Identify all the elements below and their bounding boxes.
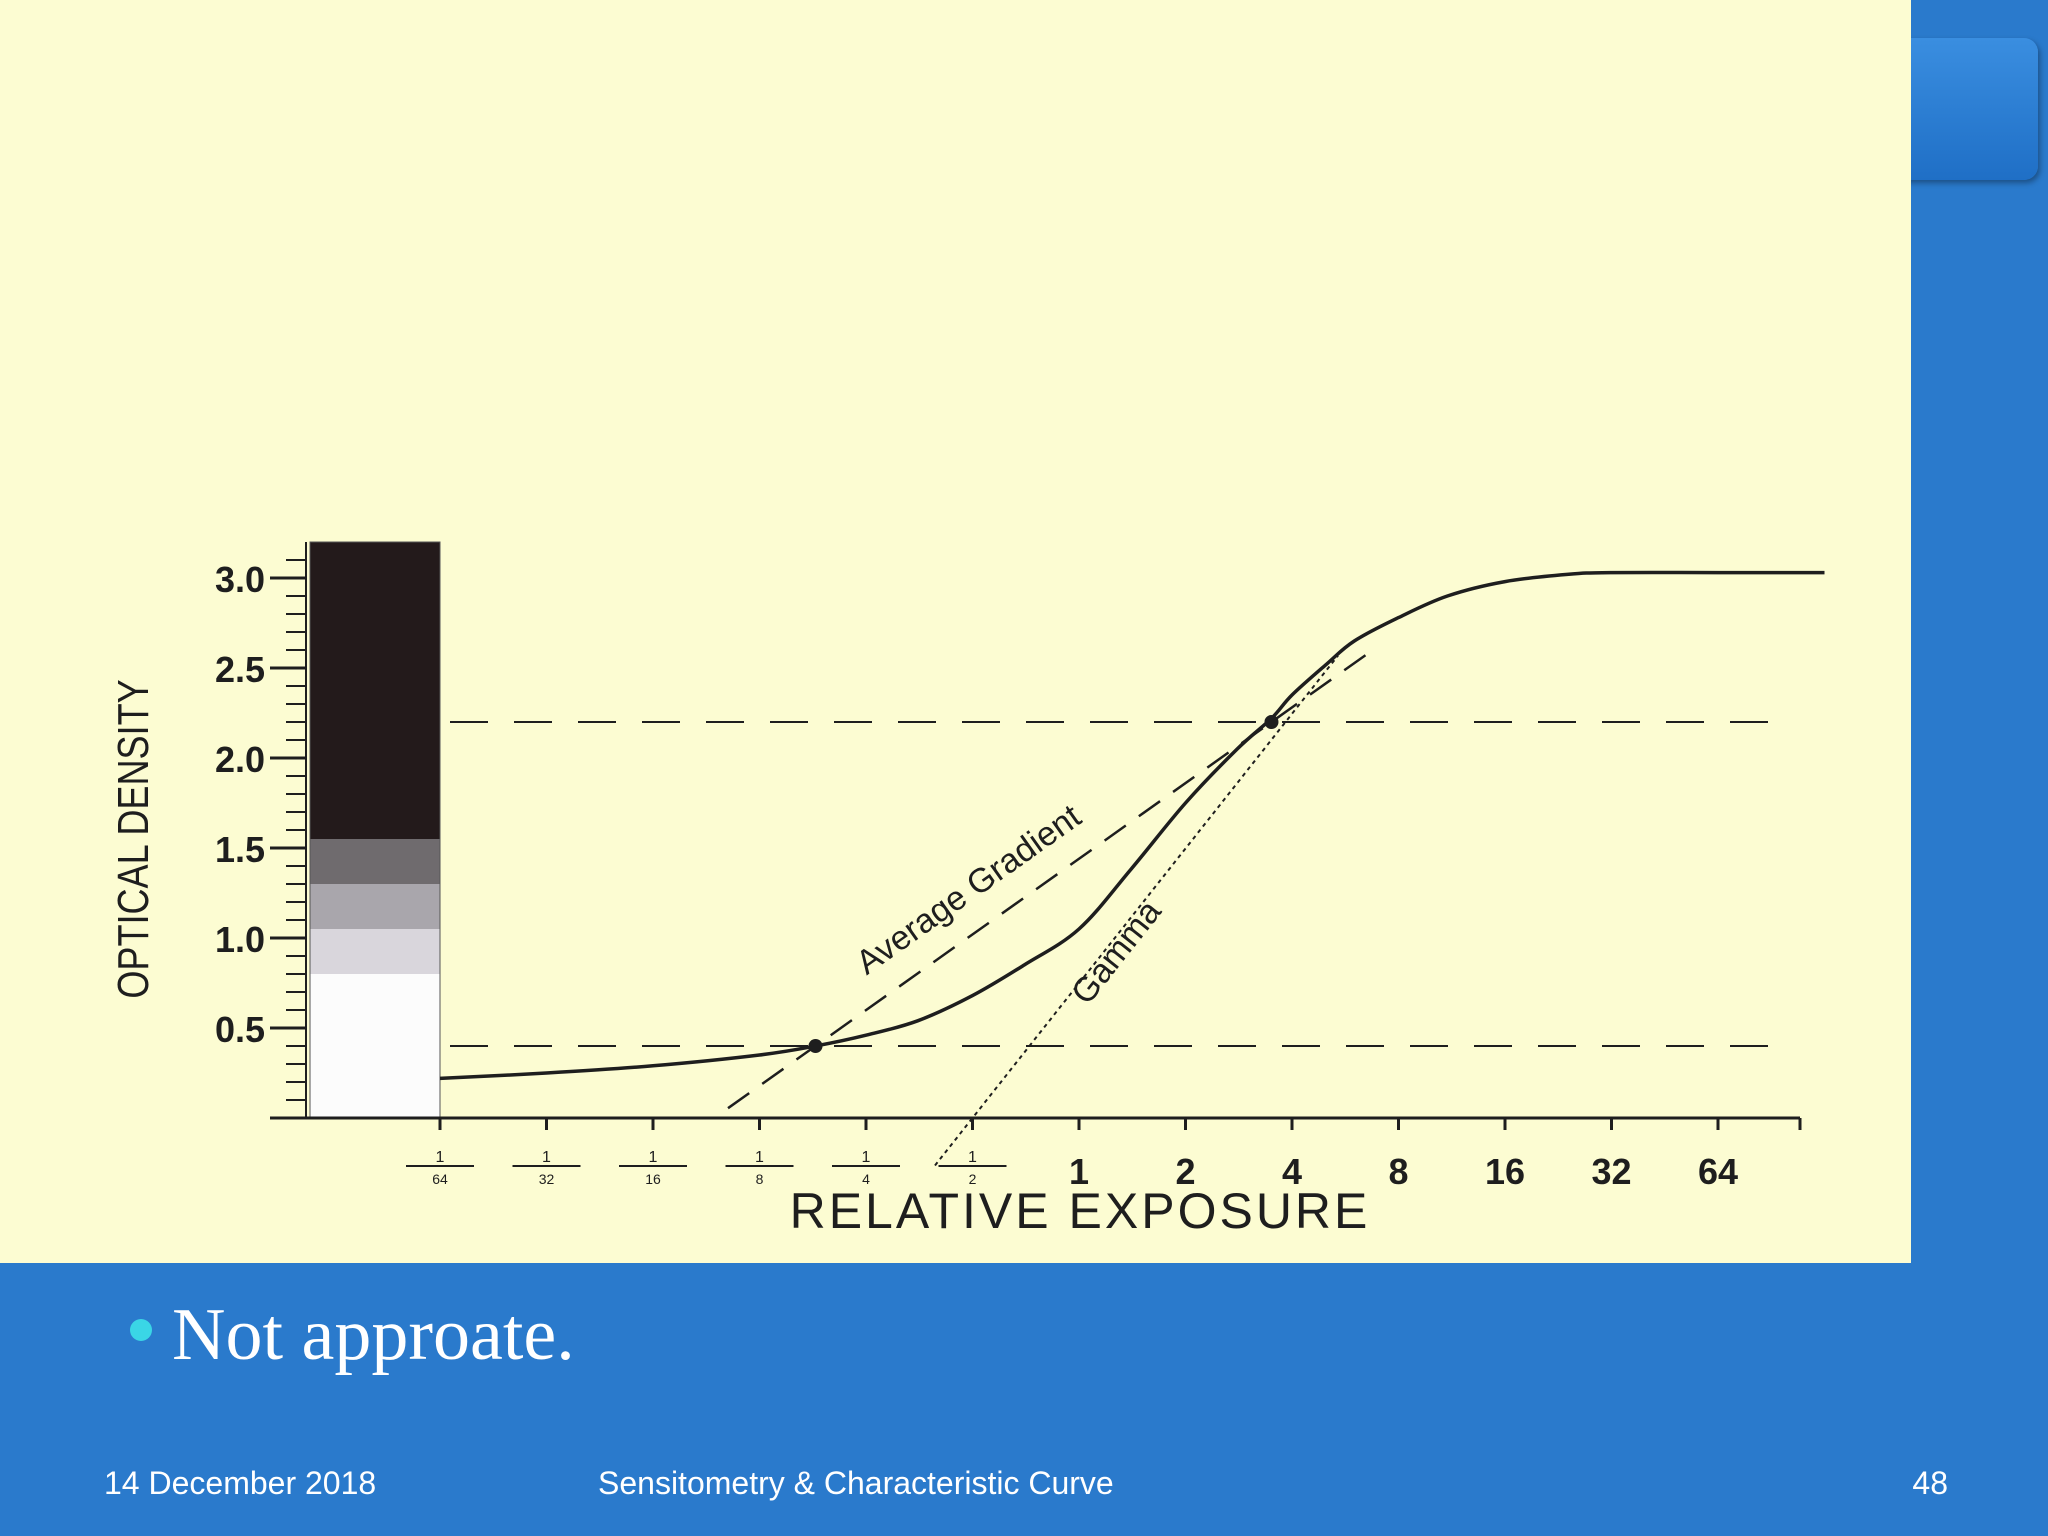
y-tick-label: 1.5: [215, 829, 265, 870]
bullet-dot-icon: [130, 1319, 152, 1341]
characteristic-curve: [439, 570, 1825, 1081]
y-tick-label: 0.5: [215, 1009, 265, 1050]
x-tick-label-numerator: 1: [542, 1149, 551, 1166]
x-tick-label: 8: [1388, 1151, 1408, 1192]
x-tick-label: 4: [1282, 1151, 1302, 1192]
page-number: 48: [1912, 1465, 1948, 1501]
marked-point-1: [1264, 715, 1279, 729]
y-tick-label: 2.5: [215, 649, 265, 690]
step-wedge-segment-1: [310, 929, 440, 974]
step-wedge-segment-0: [310, 974, 440, 1118]
x-tick-label: 2: [1175, 1151, 1195, 1192]
footer-date: 14 December 2018: [104, 1465, 377, 1501]
x-tick-label-denominator: 2: [969, 1171, 977, 1187]
x-tick-label-numerator: 1: [968, 1149, 977, 1166]
y-tick-label: 1.0: [215, 919, 265, 960]
y-tick-label: 3.0: [215, 559, 265, 600]
step-wedge-segment-4: [310, 542, 440, 839]
x-tick-label-denominator: 8: [756, 1171, 764, 1187]
marked-point-0: [808, 1039, 823, 1053]
y-axis-label: OPTICAL DENSITY: [109, 679, 158, 998]
x-tick-label-numerator: 1: [862, 1149, 871, 1166]
bullet-text: Not approate.: [172, 1294, 575, 1376]
footer-title: Sensitometry & Characteristic Curve: [598, 1465, 1114, 1501]
average-gradient-label: Average Gradient: [849, 797, 1088, 982]
gamma-label: Gamma: [1064, 893, 1169, 1011]
characteristic-curve-figure: 0.5 1.0 1.5 2.0 2.5 3.0 OPTICAL DENSITY 1 64 1 32 1…: [0, 0, 1911, 1263]
x-tick-label-denominator: 16: [645, 1171, 661, 1187]
x-tick-label: 16: [1485, 1151, 1525, 1192]
x-tick-label: 1: [1069, 1151, 1089, 1192]
x-tick-label-numerator: 1: [755, 1149, 764, 1166]
x-tick-label-denominator: 32: [539, 1171, 555, 1187]
x-tick-label-numerator: 1: [436, 1149, 445, 1166]
step-wedge-segment-2: [310, 884, 440, 929]
average-gradient-line: [727, 645, 1379, 1110]
x-tick-label-numerator: 1: [649, 1149, 658, 1166]
bullet-item: Not approate.: [130, 1290, 575, 1380]
x-axis-label: RELATIVE EXPOSURE: [790, 1183, 1371, 1239]
top-right-tab-shape: [1900, 38, 2038, 180]
x-tick-label-denominator: 64: [432, 1171, 448, 1187]
x-tick-label: 64: [1698, 1151, 1738, 1192]
x-tick-label-denominator: 4: [862, 1171, 870, 1187]
y-tick-label: 2.0: [215, 739, 265, 780]
step-wedge-segment-3: [310, 839, 440, 884]
x-tick-label: 32: [1591, 1151, 1631, 1192]
